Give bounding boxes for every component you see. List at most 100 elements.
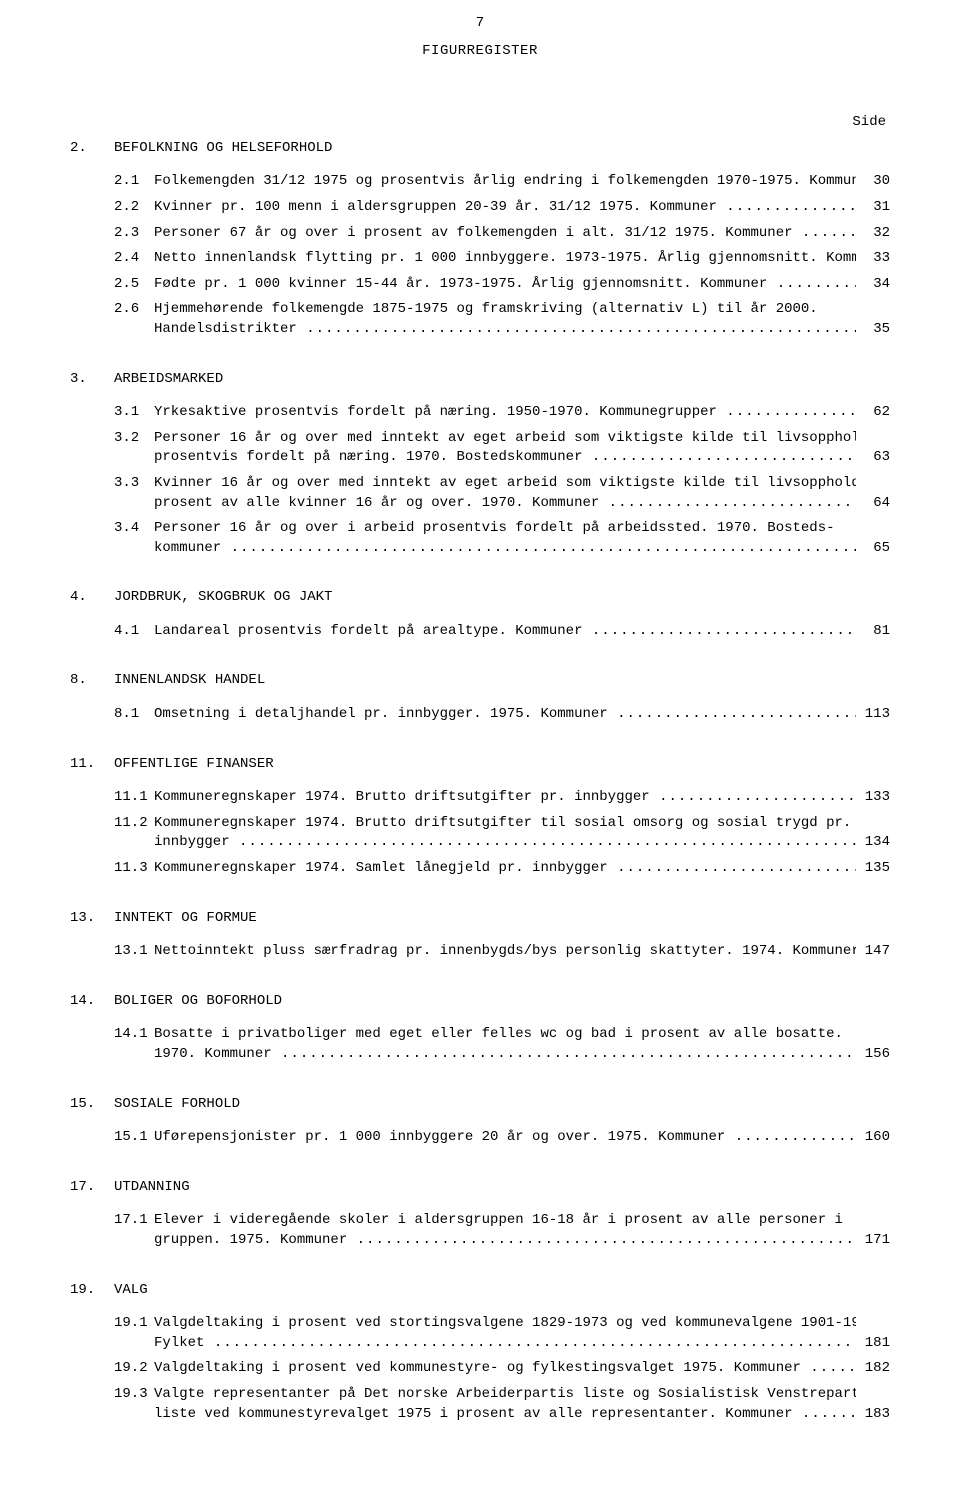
section-number: 13. [70, 909, 114, 929]
section-number: 2. [70, 139, 114, 159]
entry-number: 19.3 [114, 1385, 154, 1405]
entry-text: Personer 16 år og over med inntekt av eg… [154, 429, 856, 468]
entry-number: 2.1 [114, 172, 154, 192]
section: 19.VALG 19.1Valgdeltaking i prosent ved s… [70, 1281, 890, 1425]
leader-dots: ........................................… [801, 1360, 856, 1376]
section-title: VALG [114, 1281, 148, 1301]
entry-page: 62 [856, 403, 890, 423]
entry-page: 31 [856, 198, 890, 218]
entry-page: 113 [856, 705, 890, 725]
entry-number: 17.1 [114, 1211, 154, 1231]
entry-line: Omsetning i detaljhandel pr. innbygger. … [154, 705, 856, 725]
leader-dots: ........................................… [608, 706, 856, 722]
entry-page: 135 [856, 859, 890, 879]
toc-entry: 3.1Yrkesaktive prosentvis fordelt på nær… [70, 403, 890, 423]
section: 15.SOSIALE FORHOLD15.1Uførepensjonister … [70, 1095, 890, 1148]
entry-number: 2.4 [114, 249, 154, 269]
section-number: 14. [70, 992, 114, 1012]
section-number: 15. [70, 1095, 114, 1115]
entry-text: Omsetning i detaljhandel pr. innbygger. … [154, 705, 856, 725]
entry-number: 3.4 [114, 519, 154, 539]
entry-number: 2.5 [114, 275, 154, 295]
section-number: 11. [70, 755, 114, 775]
leader-dots: ........................................… [221, 540, 856, 556]
entry-number: 11.1 [114, 788, 154, 808]
leader-dots: ........................................… [297, 321, 856, 337]
entry-text: Landareal prosentvis fordelt på arealtyp… [154, 622, 856, 642]
toc-entry: 2.6Hjemmehørende folkemengde 1875-1975 o… [70, 300, 890, 339]
entry-number: 2.2 [114, 198, 154, 218]
section-heading: 19.VALG [70, 1281, 890, 1301]
entry-line: Valgdeltaking i prosent ved stortingsval… [154, 1314, 856, 1334]
entry-number: 2.6 [114, 300, 154, 320]
entry-page: 182 [856, 1359, 890, 1379]
entry-line: Netto innenlandsk flytting pr. 1 000 inn… [154, 249, 856, 269]
entry-line: Bosatte i privatboliger med eget eller f… [154, 1025, 856, 1045]
toc-entry: 2.5Fødte pr. 1 000 kvinner 15-44 år. 197… [70, 275, 890, 295]
entry-text: Valgdeltaking i prosent ved stortingsval… [154, 1314, 856, 1353]
leader-dots: ........................................… [582, 623, 856, 639]
entry-number: 3.2 [114, 429, 154, 449]
toc-entry: 11.1Kommuneregnskaper 1974. Brutto drift… [70, 788, 890, 808]
leader-dots: ........................................… [725, 1129, 856, 1145]
toc-entry: 2.1Folkemengden 31/12 1975 og prosentvis… [70, 172, 890, 192]
section: 17.UTDANNING 17.1Elever i videregående sk… [70, 1178, 890, 1251]
entry-text: Elever i videregående skoler i aldersgru… [154, 1211, 856, 1250]
entry-text: Personer 67 år og over i prosent av folk… [154, 224, 856, 244]
entry-number: 19.1 [114, 1314, 154, 1334]
section-title: JORDBRUK, SKOGBRUK OG JAKT [114, 588, 332, 608]
doc-title: FIGURREGISTER [70, 42, 890, 62]
section: 4.JORDBRUK, SKOGBRUK OG JAKT4.1Landareal… [70, 588, 890, 641]
entry-line: Valgte representanter på Det norske Arbe… [154, 1385, 856, 1405]
entry-page: 35 [856, 320, 890, 340]
entry-line: Uførepensjonister pr. 1 000 innbyggere 2… [154, 1128, 856, 1148]
entry-line: Landareal prosentvis fordelt på arealtyp… [154, 622, 856, 642]
entry-page: 63 [856, 448, 890, 468]
entry-line: Kommuneregnskaper 1974. Samlet lånegjeld… [154, 859, 856, 879]
toc-entry: 19.3Valgte representanter på Det norske … [70, 1385, 890, 1424]
entry-text: Uførepensjonister pr. 1 000 innbyggere 2… [154, 1128, 856, 1148]
entry-text: Folkemengden 31/12 1975 og prosentvis år… [154, 172, 856, 192]
entry-page: 147 [856, 942, 890, 962]
entry-line: Nettoinntekt pluss særfradrag pr. innenb… [154, 942, 856, 962]
section-heading: 3.ARBEIDSMARKED [70, 370, 890, 390]
section: 11.OFFENTLIGE FINANSER11.1Kommuneregnska… [70, 755, 890, 879]
entry-line: innbygger ..............................… [154, 833, 856, 853]
section-number: 17. [70, 1178, 114, 1198]
section: 13.INNTEKT OG FORMUE 13.1Nettoinntekt plu… [70, 909, 890, 962]
entry-line: kommuner ...............................… [154, 539, 856, 559]
entry-line: Hjemmehørende folkemengde 1875-1975 og f… [154, 300, 856, 320]
entry-text: Yrkesaktive prosentvis fordelt på næring… [154, 403, 856, 423]
entry-number: 3.3 [114, 474, 154, 494]
toc-entry: 8.1Omsetning i detaljhandel pr. innbygge… [70, 705, 890, 725]
section-title: UTDANNING [114, 1178, 190, 1198]
entry-line: Fylket .................................… [154, 1334, 856, 1354]
toc-entry: 15.1Uførepensjonister pr. 1 000 innbygge… [70, 1128, 890, 1148]
section-heading: 2.BEFOLKNING OG HELSEFORHOLD [70, 139, 890, 159]
section-heading: 13.INNTEKT OG FORMUE [70, 909, 890, 929]
leader-dots: ........................................… [599, 495, 856, 511]
entry-page: 181 [856, 1334, 890, 1354]
entry-line: 1970. Kommuner .........................… [154, 1045, 856, 1065]
section-title: OFFENTLIGE FINANSER [114, 755, 274, 775]
entry-line: Elever i videregående skoler i aldersgru… [154, 1211, 856, 1231]
section-number: 8. [70, 671, 114, 691]
entry-line: Yrkesaktive prosentvis fordelt på næring… [154, 403, 856, 423]
section: 8.INNENLANDSK HANDEL8.1Omsetning i detal… [70, 671, 890, 724]
entry-line: Kvinner pr. 100 menn i aldersgruppen 20-… [154, 198, 856, 218]
entry-line: Handelsdistrikter ......................… [154, 320, 856, 340]
toc-entry: 2.2Kvinner pr. 100 menn i aldersgruppen … [70, 198, 890, 218]
entry-page: 134 [856, 833, 890, 853]
entry-page: 171 [856, 1231, 890, 1251]
toc-entry: 13.1Nettoinntekt pluss særfradrag pr. in… [70, 942, 890, 962]
entry-line: gruppen. 1975. Kommuner ................… [154, 1231, 856, 1251]
entry-number: 4.1 [114, 622, 154, 642]
entry-line: Valgdeltaking i prosent ved kommunestyre… [154, 1359, 856, 1379]
entry-text: Kvinner 16 år og over med inntekt av ege… [154, 474, 856, 513]
entry-number: 3.1 [114, 403, 154, 423]
section: 14.BOLIGER OG BOFORHOLD14.1Bosatte i pri… [70, 992, 890, 1065]
entry-page: 160 [856, 1128, 890, 1148]
leader-dots: ........................................… [582, 449, 856, 465]
leader-dots: ........................................… [608, 860, 856, 876]
entry-text: Hjemmehørende folkemengde 1875-1975 og f… [154, 300, 856, 339]
